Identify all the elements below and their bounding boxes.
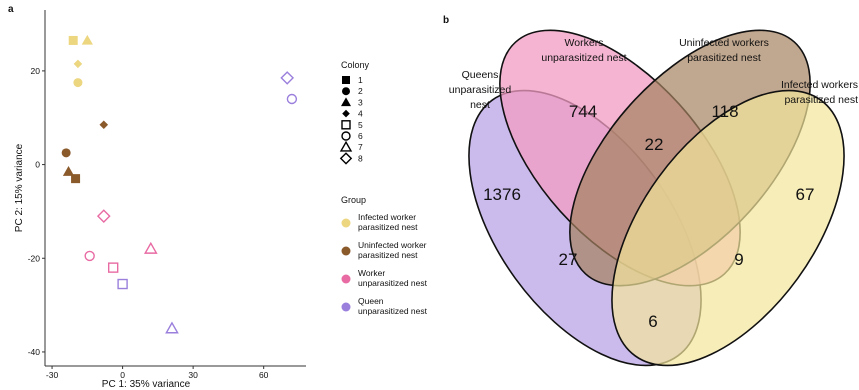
colony-legend-label: 8 — [358, 153, 363, 163]
venn-diagram — [468, 29, 845, 367]
colony-legend-label: 1 — [358, 75, 363, 85]
pca-scatter-plot: -30 0 30 60 -40 -20 0 20 — [28, 10, 306, 380]
colony-legend-symbol — [341, 120, 351, 130]
x-tick-label: 60 — [259, 370, 269, 380]
scatter-point — [62, 165, 75, 176]
colony-legend-symbol — [339, 140, 353, 152]
scatter-point — [61, 148, 71, 158]
x-tick-label: 30 — [188, 370, 198, 380]
group-legend-swatch — [341, 246, 351, 256]
group-legend-label: Worker — [358, 268, 385, 278]
colony-legend-title: Colony — [341, 60, 370, 70]
group-legend-swatch — [341, 302, 351, 312]
venn-count-uninfected-only: 118 — [711, 102, 738, 121]
venn-count-queens-only: 1376 — [483, 185, 521, 204]
venn-count-workers-uninfected: 22 — [645, 135, 664, 154]
venn-label-queens-2: unparasitized — [449, 84, 512, 96]
venn-label-workers-2: unparasitized nest — [541, 52, 626, 64]
scatter-point — [165, 321, 179, 334]
colony-legend-label: 2 — [358, 86, 363, 96]
group-legend-label: Uninfected worker — [358, 240, 427, 250]
scatter-point — [68, 35, 78, 45]
y-tick-label: 20 — [31, 66, 41, 76]
colony-legend-label: 6 — [358, 131, 363, 141]
colony-legend-symbol — [339, 152, 353, 165]
scatter-point — [107, 262, 119, 273]
group-legend-swatch — [341, 218, 351, 228]
panel-b-label: b — [443, 15, 449, 26]
colony-legend-symbol — [341, 97, 351, 107]
venn-label-workers-1: Workers — [565, 37, 604, 49]
y-tick-label: -40 — [28, 347, 41, 357]
y-axis-label: PC 2: 15% variance — [14, 143, 25, 232]
scatter-point — [73, 59, 83, 69]
venn-label-queens-3: nest — [470, 99, 490, 111]
venn-label-infected-1: Infected workers — [781, 79, 858, 91]
y-tick-label: 0 — [35, 160, 40, 170]
venn-count-queens-uninfected: 27 — [559, 250, 578, 269]
scatter-point — [73, 78, 83, 88]
venn-count-workers-infected: 9 — [734, 250, 743, 269]
x-axis-label: PC 1: 35% variance — [102, 379, 191, 390]
venn-ellipse-infected — [611, 89, 845, 367]
colony-legend-label: 4 — [358, 109, 363, 119]
venn-label-uninfected-2: parasitized nest — [687, 52, 761, 64]
venn-count-workers-only: 744 — [569, 102, 597, 121]
x-tick-label: -30 — [46, 370, 59, 380]
x-tick-label: 0 — [120, 370, 125, 380]
group-legend-label: Queen — [358, 296, 384, 306]
scatter-point — [81, 34, 93, 45]
venn-count-queens-infected: 6 — [648, 312, 657, 331]
colony-legend-label: 3 — [358, 97, 363, 107]
scatter-point — [286, 93, 298, 105]
panel-a-label: a — [8, 4, 14, 15]
colony-legend-label: 7 — [358, 142, 363, 152]
group-legend-title: Group — [341, 195, 366, 205]
colony-legend-label: 5 — [358, 120, 363, 130]
y-tick-label: -20 — [28, 253, 41, 263]
scatter-point — [71, 174, 81, 184]
group-legend-label: unparasitized nest — [358, 278, 428, 288]
scatter-point — [143, 241, 158, 254]
venn-label-uninfected-1: Uninfected workers — [679, 37, 769, 49]
colony-legend-symbol — [342, 76, 350, 84]
group-legend-swatch — [341, 274, 351, 284]
colony-legend-symbol — [342, 109, 350, 118]
group-legend-label: unparasitized nest — [358, 306, 428, 316]
venn-count-infected-only: 67 — [796, 185, 815, 204]
venn-label-infected-2: parasitized nest — [784, 94, 858, 106]
scatter-point — [117, 278, 128, 290]
group-legend-label: parasitized nest — [358, 222, 418, 232]
scatter-point — [84, 250, 95, 262]
scatter-point — [96, 209, 111, 223]
scatter-point — [280, 71, 295, 85]
scatter-point — [99, 120, 109, 130]
colony-legend-symbol — [341, 131, 351, 141]
venn-label-queens-1: Queens — [462, 69, 499, 81]
colony-legend-symbol — [342, 87, 350, 96]
group-legend-label: Infected worker — [358, 212, 416, 222]
group-legend-label: parasitized nest — [358, 250, 418, 260]
